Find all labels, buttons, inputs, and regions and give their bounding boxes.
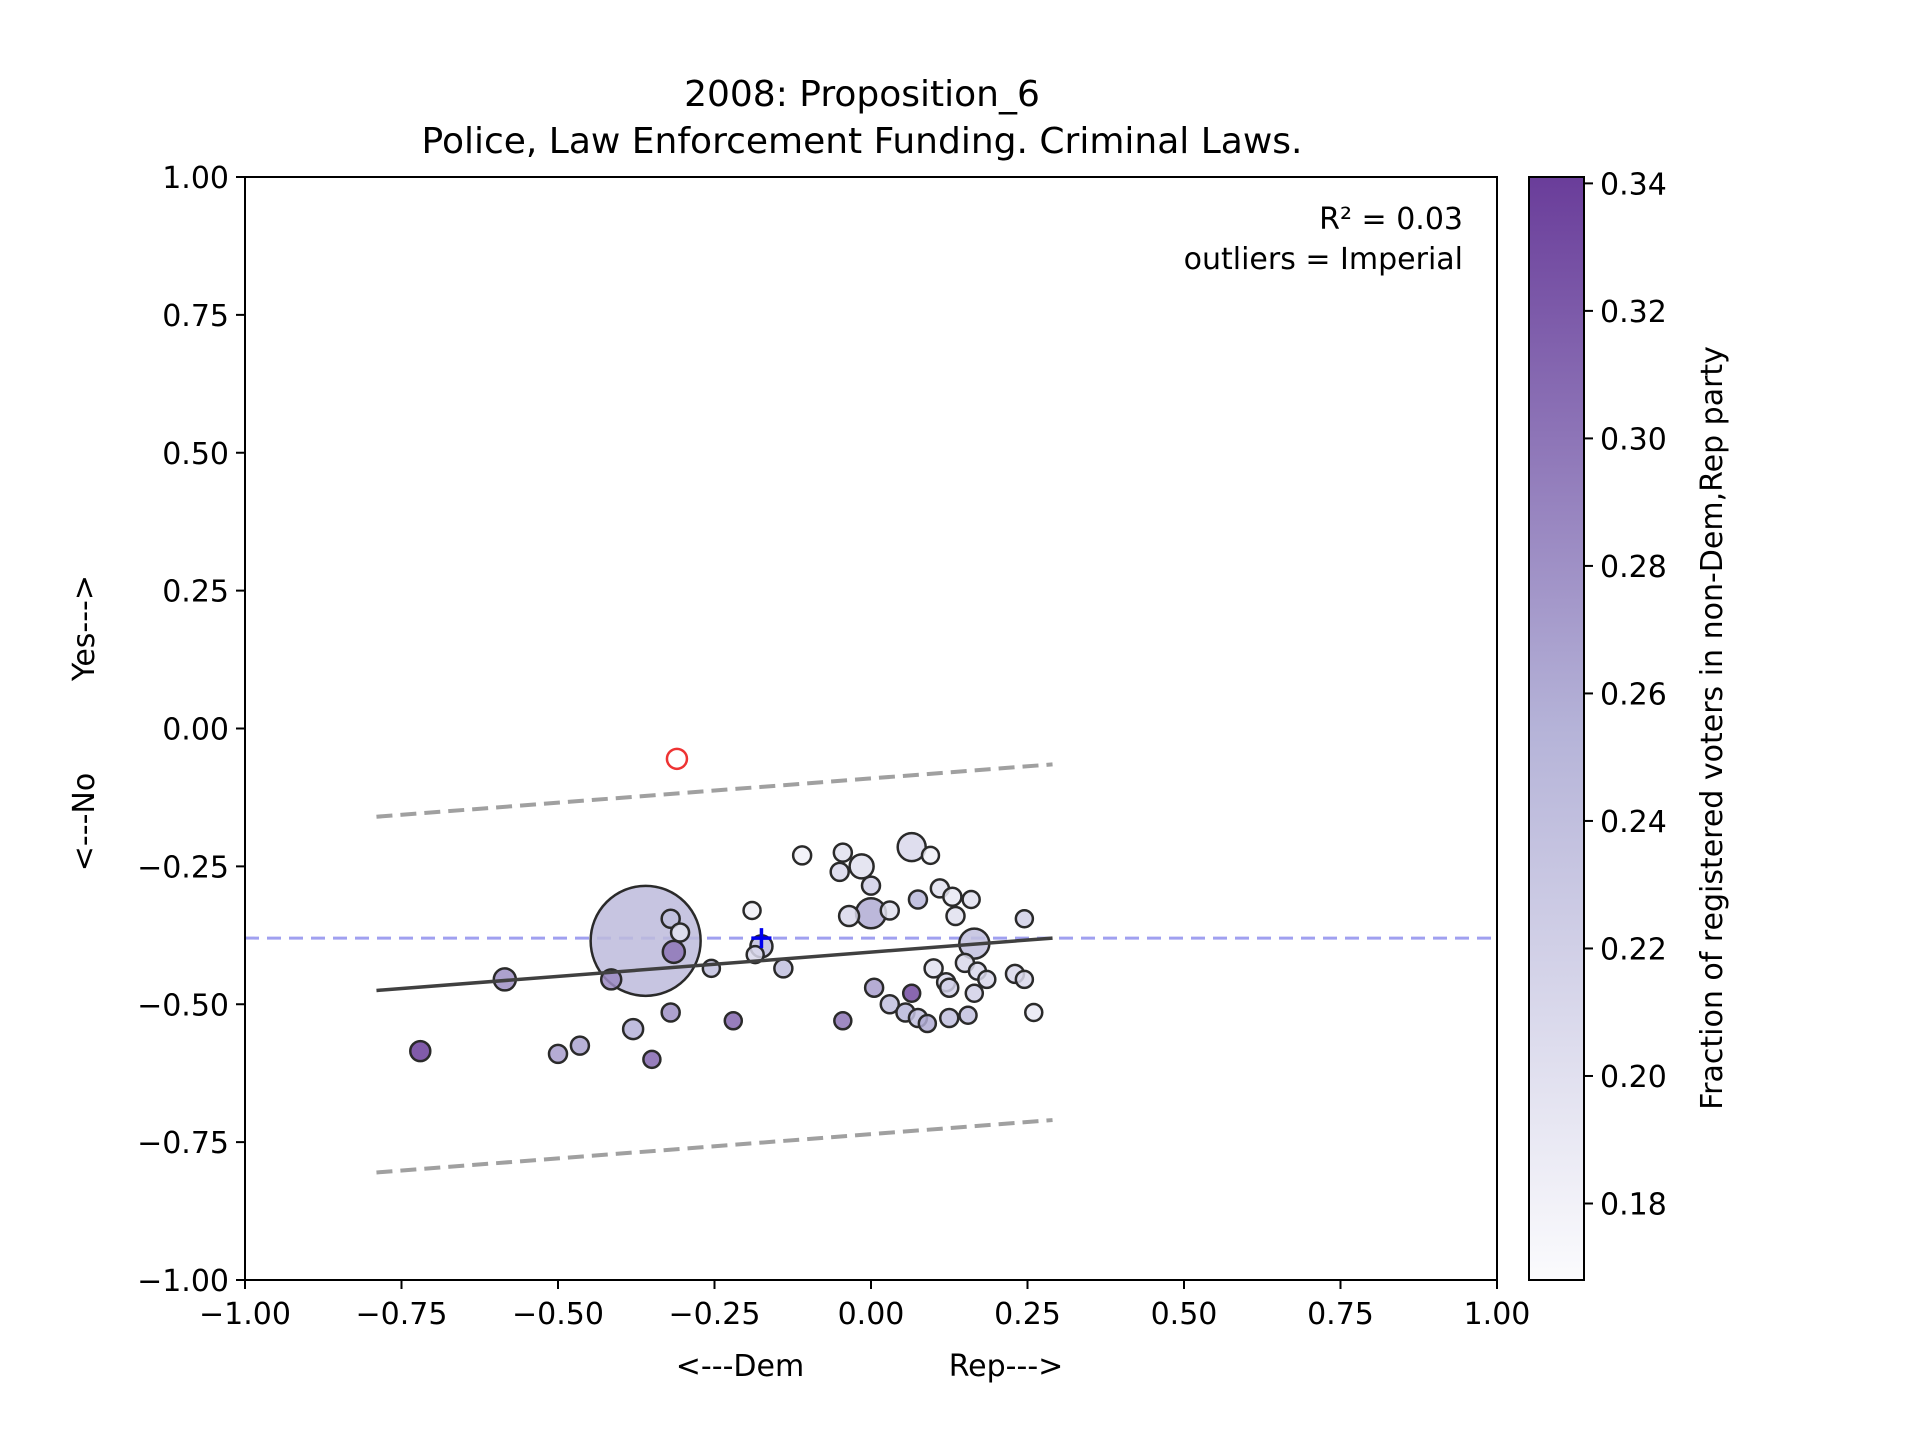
x-tick-label: −1.00 — [199, 1297, 291, 1332]
y-tick-label: 0.25 — [162, 575, 229, 610]
colorbar — [1528, 176, 1585, 1281]
y-tick-label: −0.75 — [137, 1126, 229, 1161]
x-tick-label: 0.25 — [994, 1297, 1061, 1332]
colorbar-tick-label: 0.20 — [1600, 1060, 1667, 1095]
data-point — [920, 845, 941, 866]
x-tick-label: 1.00 — [1464, 1297, 1531, 1332]
data-point — [669, 922, 691, 943]
data-point — [833, 1011, 853, 1031]
data-point — [958, 1005, 978, 1026]
data-point — [621, 1017, 645, 1041]
data-point — [829, 861, 850, 883]
data-point — [945, 905, 966, 927]
data-point — [791, 845, 813, 866]
data-point — [879, 900, 901, 921]
lower-band-line — [376, 1118, 1053, 1175]
outlier-marker — [665, 747, 689, 771]
colorbar-tick-label: 0.32 — [1600, 295, 1667, 330]
data-point — [961, 889, 981, 910]
data-point — [409, 1039, 432, 1063]
data-point — [863, 977, 885, 998]
y-tick-label: −0.25 — [137, 850, 229, 885]
colorbar-label: Fraction of registered voters in non-Dem… — [1695, 346, 1730, 1110]
data-point — [1014, 969, 1035, 990]
y-tick-label: 0.50 — [162, 437, 229, 472]
data-point — [977, 969, 997, 990]
data-point — [661, 939, 687, 965]
data-point — [923, 958, 944, 979]
x-tick-label: −0.50 — [512, 1297, 604, 1332]
y-tick-label: 1.00 — [162, 161, 229, 196]
data-point — [879, 994, 901, 1015]
colorbar-tick-label: 0.18 — [1600, 1187, 1667, 1222]
y-tick-label: −0.50 — [137, 988, 229, 1023]
x-tick-label: 0.75 — [1307, 1297, 1374, 1332]
data-point — [723, 1011, 744, 1031]
data-point — [547, 1043, 569, 1065]
data-point — [1014, 909, 1035, 929]
data-point — [742, 900, 762, 921]
plot-area — [245, 747, 1497, 1175]
data-point — [939, 1007, 960, 1029]
data-point — [860, 875, 882, 896]
x-axis-label-rep: Rep---> — [949, 1349, 1064, 1384]
outliers-annotation: outliers = Imperial — [1184, 242, 1463, 277]
data-point — [660, 908, 681, 930]
data-point — [837, 904, 861, 928]
r-squared-annotation: R² = 0.03 — [1319, 202, 1463, 237]
data-point — [599, 968, 623, 991]
data-point — [1024, 1002, 1044, 1023]
data-point — [939, 977, 960, 998]
data-point — [917, 1013, 938, 1034]
y-tick-label: 0.75 — [162, 299, 229, 334]
plot-frame — [244, 176, 1498, 1281]
chart-title: 2008: Proposition_6 — [684, 74, 1040, 115]
data-point — [773, 958, 794, 979]
axes: −1.00 −0.75 −0.50 −0.25 0.00 0.25 0.50 0.75 1.00… — [137, 161, 1530, 1332]
colorbar-tick-label: 0.26 — [1600, 677, 1667, 712]
x-tick-label: 0.00 — [838, 1297, 905, 1332]
upper-band-line — [376, 762, 1053, 819]
data-point — [907, 889, 929, 910]
y-axis-label-no: <---No — [67, 773, 102, 871]
x-tick-label: 0.50 — [1151, 1297, 1218, 1332]
data-point — [832, 842, 854, 863]
data-point — [660, 1002, 681, 1023]
y-tick-label: 0.00 — [162, 713, 229, 748]
colorbar-tick-label: 0.22 — [1600, 932, 1667, 967]
colorbar-tick-label: 0.24 — [1600, 805, 1667, 840]
y-tick-label: −1.00 — [137, 1264, 229, 1299]
data-point — [964, 983, 985, 1003]
colorbar-tick-label: 0.30 — [1600, 422, 1667, 457]
x-axis-label-dem: <---Dem — [676, 1349, 804, 1384]
data-point — [942, 886, 963, 907]
colorbar-tick-label: 0.28 — [1600, 550, 1667, 585]
data-point — [642, 1049, 662, 1070]
data-point — [848, 853, 875, 880]
data-point — [901, 983, 922, 1003]
data-point — [745, 944, 765, 965]
x-tick-label: −0.75 — [356, 1297, 448, 1332]
state-marker — [751, 928, 772, 949]
colorbar-tick-label: 0.34 — [1600, 167, 1667, 202]
regression-line — [376, 936, 1053, 993]
data-point — [569, 1035, 591, 1056]
colorbar-ticks: 0.18 0.20 0.22 0.24 0.26 0.28 0.30 0.32 0.34 — [1584, 167, 1667, 1222]
chart-subtitle: Police, Law Enforcement Funding. Crimina… — [422, 121, 1303, 162]
x-tick-label: −0.25 — [669, 1297, 761, 1332]
y-axis-label-yes: Yes---> — [67, 575, 102, 682]
